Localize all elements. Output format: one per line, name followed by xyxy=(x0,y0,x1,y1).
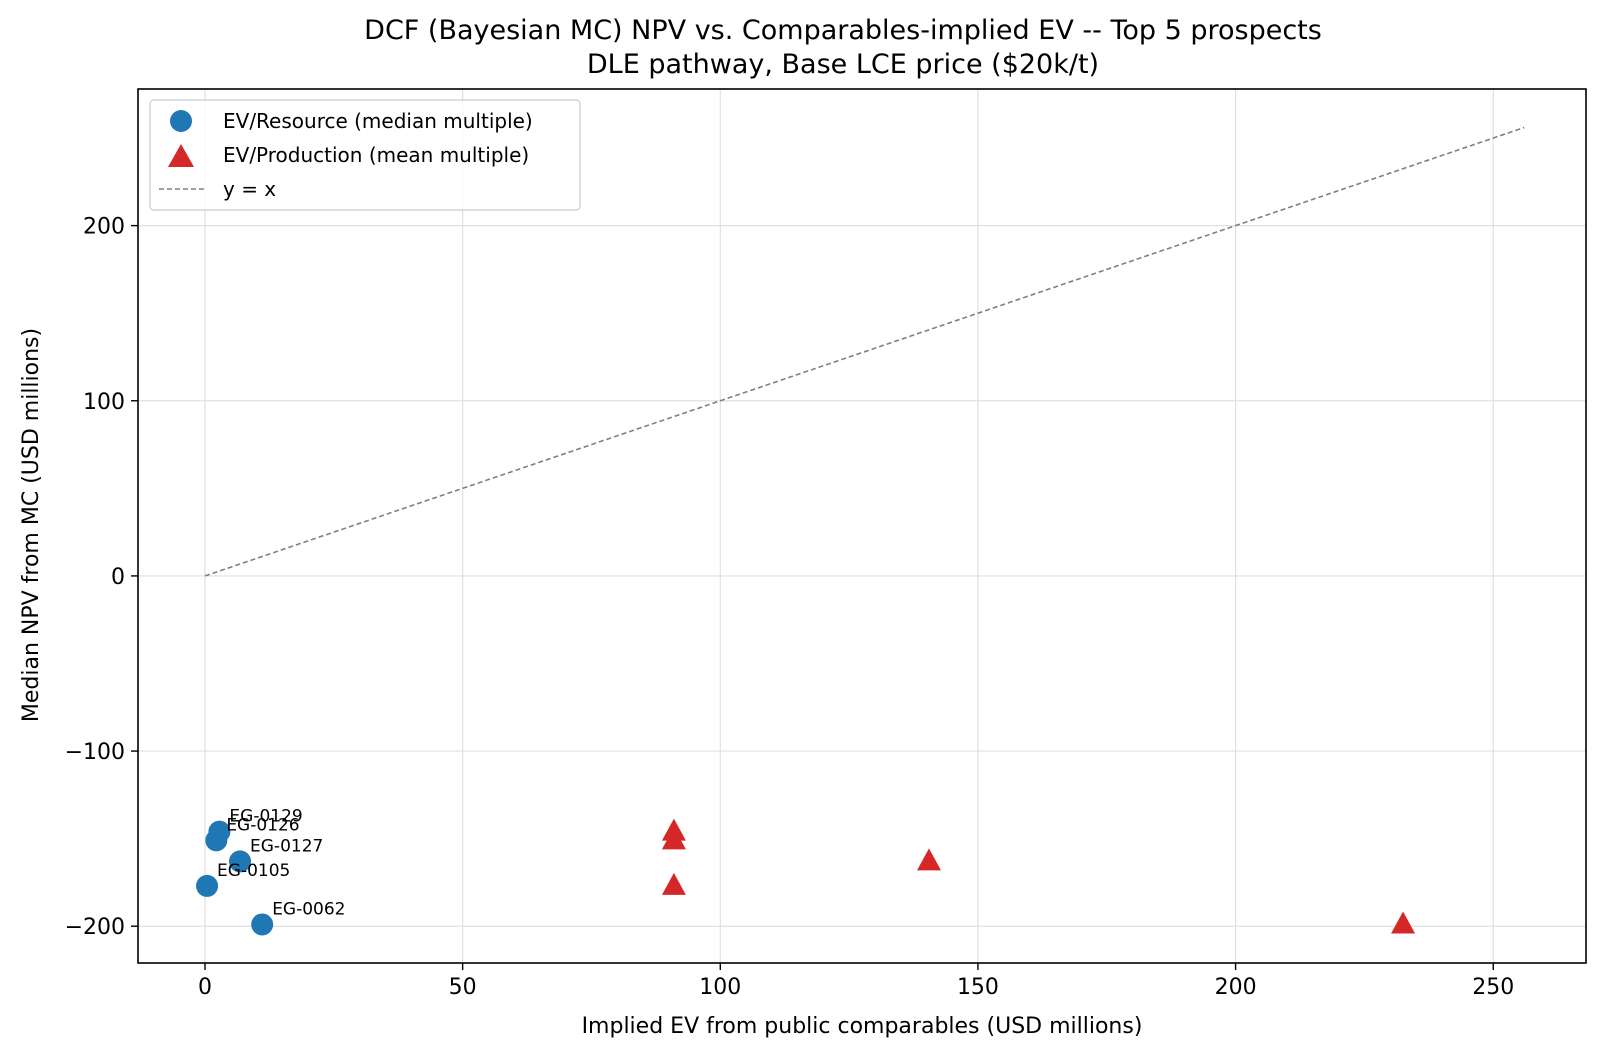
plot-frame xyxy=(137,88,1587,964)
x-tick-label: 250 xyxy=(1472,975,1514,1000)
resource-point xyxy=(251,913,274,936)
y-tick-label: −200 xyxy=(65,915,125,940)
y-tick-label: 200 xyxy=(83,215,125,240)
production-point xyxy=(1391,911,1416,934)
y-tick-label: 0 xyxy=(111,565,125,590)
legend-box xyxy=(149,99,581,211)
y-tick-label: −100 xyxy=(65,740,125,765)
x-tick-label: 50 xyxy=(449,975,477,1000)
x-tick-label: 0 xyxy=(198,975,212,1000)
x-tick-label: 100 xyxy=(699,975,741,1000)
chart-title-line2: DLE pathway, Base LCE price ($20k/t) xyxy=(587,49,1099,80)
chart-title-line1: DCF (Bayesian MC) NPV vs. Comparables-im… xyxy=(364,15,1322,46)
reference-line-layer xyxy=(204,126,1525,577)
legend-circle-marker xyxy=(170,110,192,132)
y-axis-label: Median NPV from MC (USD millions) xyxy=(19,328,44,722)
y-tick-label: 100 xyxy=(83,390,125,415)
point-label: EG-0127 xyxy=(250,836,323,856)
x-tick-label: 150 xyxy=(957,975,999,1000)
legend-triangle-marker xyxy=(168,144,194,167)
point-label: EG-0126 xyxy=(226,815,299,835)
legend: EV/Resource (median multiple) EV/Product… xyxy=(149,99,581,211)
production-point xyxy=(661,872,686,895)
x-axis-label: Implied EV from public comparables (USD … xyxy=(582,1014,1143,1039)
resource-point xyxy=(205,829,228,852)
resource-point xyxy=(229,850,252,873)
legend-label-resource: EV/Resource (median multiple) xyxy=(223,109,533,133)
point-label: EG-0129 xyxy=(229,807,302,827)
ticks: 0 50 100 150 200 250 −200 −100 0 100 200 xyxy=(65,215,1515,1000)
identity-line xyxy=(204,126,1525,577)
resource-point xyxy=(196,874,219,897)
point-label: EG-0062 xyxy=(272,899,345,919)
production-point xyxy=(661,827,686,850)
grid xyxy=(138,89,1586,963)
legend-label-production: EV/Production (mean multiple) xyxy=(223,143,529,167)
legend-label-identity: y = x xyxy=(223,177,276,201)
x-tick-label: 200 xyxy=(1215,975,1257,1000)
point-label: EG-0105 xyxy=(217,861,290,881)
production-point xyxy=(916,848,941,871)
